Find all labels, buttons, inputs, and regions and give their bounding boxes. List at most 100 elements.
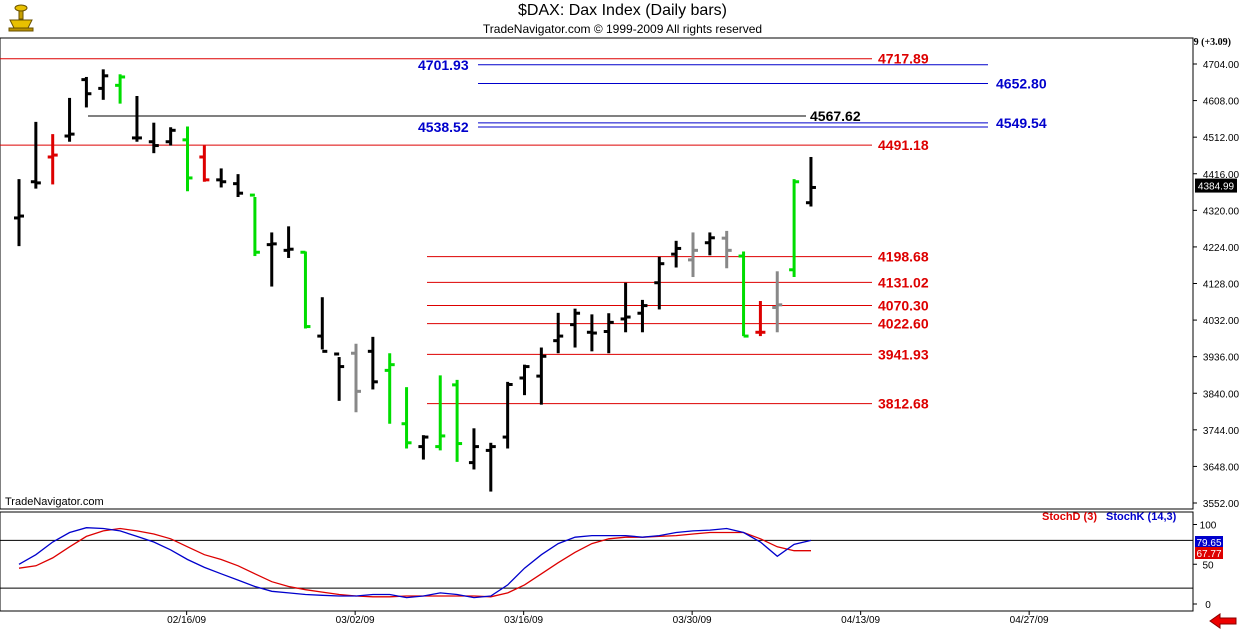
ohlc-bar [603,313,614,354]
level-label-3: 4701.93 [418,57,469,73]
ohlc-bar [317,297,328,353]
ohlc-bar [519,364,530,396]
level-label-5: 4538.52 [418,119,469,135]
ohlc-bar [115,74,126,104]
ohlc-bar [300,250,311,329]
ohlc-bar [199,145,210,182]
level-label-12: 3812.68 [878,396,929,412]
stoch-series-0 [18,527,811,598]
stoch-value-label-1: 67.77 [1196,549,1221,560]
ohlc-bar [367,336,378,390]
ohlc-bar [536,347,547,405]
stoch-value-box-1 [1195,547,1223,559]
ohlc-bar [47,134,58,185]
level-label-0: 4717.89 [878,51,929,67]
chart-title: $DAX: Dax Index (Daily bars) [518,2,727,19]
ohlc-bar [654,256,665,310]
ohlc-bar [30,121,41,189]
ohlc-bar [435,375,446,451]
ohlc-bar [755,301,766,337]
level-label-11: 3941.93 [878,346,929,362]
y-tick-label: 3840.00 [1203,389,1240,400]
ohlc-bar [468,428,479,470]
ohlc-bar [789,179,800,278]
stoch-legend-0: StochD (3) [1042,511,1097,523]
price-y-axis: 3552.00 3648.00 3744.00 3840.00 3936.00 4032.… [1193,60,1240,510]
y-tick-label: 4128.00 [1203,280,1240,291]
x-axis: 02/16/09 03/02/09 03/16/09 03/30/09 04/13/09… [167,611,1049,626]
stochastic-panel-frame [0,511,1194,612]
last-price-box [1195,178,1237,193]
trade-navigator-logo[interactable] [6,4,36,32]
ohlc-bar [233,174,244,197]
stoch-y-tick-label: 50 [1202,560,1214,571]
ohlc-bar [553,312,564,354]
level-label-4: 4652.80 [996,76,1047,92]
ohlc-bar [671,240,682,268]
ohlc-bar [586,314,597,352]
ohlc-bar [485,442,496,492]
copyright-text: TradeNavigator.com © 1999-2009 All right… [482,22,763,36]
ohlc-bar [165,127,176,146]
ohlc-bar [772,271,783,333]
stoch-value-label-0: 79.65 [1196,538,1221,549]
ohlc-bar [334,352,345,401]
y-tick-label: 3552.00 [1203,499,1240,510]
watermark: TradeNavigator.com [5,496,104,508]
level-label-2: 4567.62 [810,108,861,124]
price-levels: 4717.89 4491.18 4567.62 4701.93 4652.80 4538.… [0,51,1047,412]
ohlc-bar [721,230,732,269]
stoch-y-tick-label: 100 [1200,521,1217,532]
ohlc-bar [98,69,109,100]
x-tick-label: 04/13/09 [841,615,880,626]
y-tick-label: 4320.00 [1203,206,1240,217]
ohlc-bar [148,122,159,154]
ohlc-bar [738,251,749,338]
ohlc-bar [384,353,395,424]
ohlc-bar [131,96,142,142]
y-tick-label: 4224.00 [1203,243,1240,254]
ohlc-bar [249,193,260,257]
last-price-label: 4384.99 [1198,182,1235,193]
stoch-series-1 [18,527,812,599]
x-tick-label: 03/16/09 [504,615,543,626]
level-label-7: 4198.68 [878,249,929,265]
ohlc-bar [64,97,75,142]
y-tick-label: 3648.00 [1203,462,1240,473]
level-label-8: 4131.02 [878,274,929,290]
ohlc-bar [805,156,816,207]
x-tick-label: 04/27/09 [1010,615,1049,626]
x-tick-label: 03/30/09 [673,615,712,626]
ohlc-bar [351,343,361,413]
y-tick-label: 4704.00 [1203,60,1240,71]
y-tick-label: 4416.00 [1203,170,1240,181]
price-bars [14,69,816,492]
ohlc-bar [502,381,513,449]
level-label-9: 4070.30 [878,297,929,313]
y-tick-label: 3936.00 [1203,353,1240,364]
ohlc-bar [401,387,412,449]
level-label-10: 4022.60 [878,316,929,332]
price-panel-frame [0,37,1194,510]
ohlc-bar [266,232,277,287]
x-tick-label: 03/02/09 [336,615,375,626]
ohlc-bar [570,308,581,348]
ohlc-bar [418,435,429,460]
ohlc-bar [620,282,631,333]
stoch-value-box-0 [1195,536,1223,548]
stochastic-lines: StochD (3) StochK (14,3) [0,511,1193,599]
ohlc-bar [182,126,193,192]
stoch-legend-1: StochK (14,3) [1106,511,1177,523]
x-tick-label: 02/16/09 [167,615,206,626]
ohlc-bar [637,299,648,333]
ohlc-bar [81,76,92,108]
level-label-6: 4549.54 [996,115,1047,131]
back-arrow-icon[interactable] [1208,612,1238,630]
ohlc-bar [452,379,463,462]
stoch-y-tick-label: 0 [1205,600,1211,611]
y-tick-label: 4512.00 [1203,133,1240,144]
y-tick-label: 4032.00 [1203,316,1240,327]
ohlc-bar [688,232,698,278]
y-tick-label: 3744.00 [1203,426,1240,437]
